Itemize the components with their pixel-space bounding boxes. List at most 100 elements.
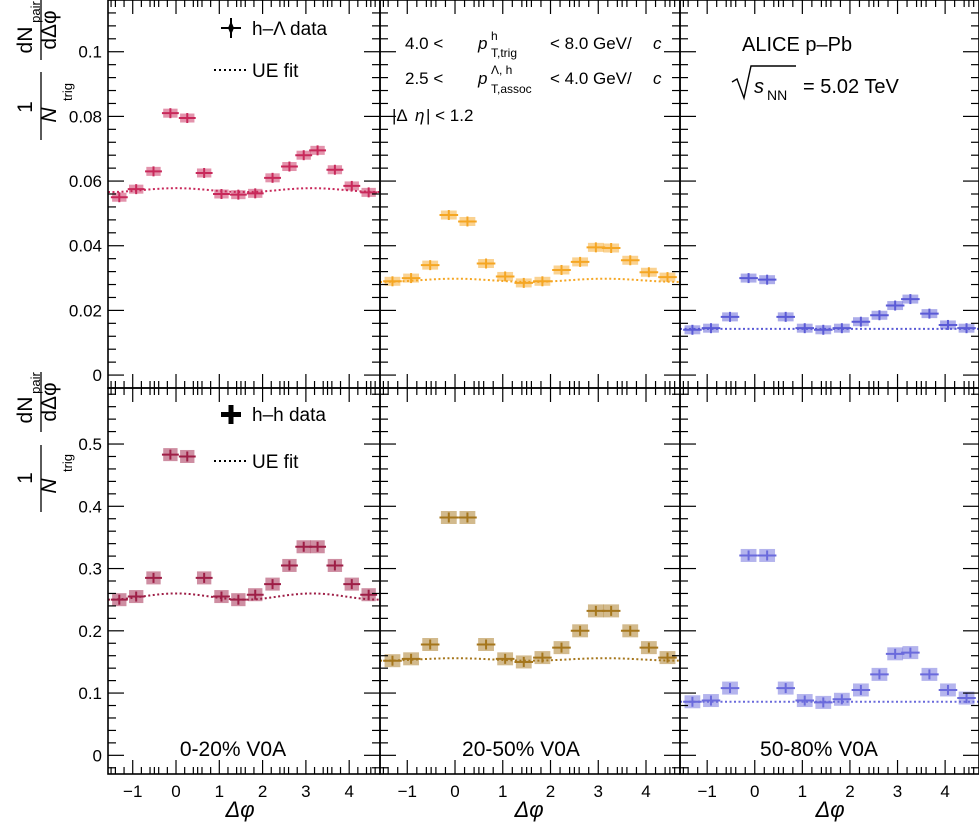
data-point [533,651,552,665]
data-point [145,166,162,177]
data-point [309,145,327,156]
ylabel-top: 1 N trig dN pair dΔφ [14,0,75,140]
y-tick-label: 0.02 [69,301,102,320]
legend-data-marker-top [221,18,241,38]
data-point [720,681,740,695]
data-point [938,319,958,330]
data-point [814,324,833,335]
energy-var: s [754,76,764,98]
data-point [570,256,590,267]
centrality-label-1: 20-50% V0A [462,738,580,761]
data-point [885,300,905,311]
ylabel-frac-den-sub: trig [60,83,75,101]
kin-line1-lo: 4.0 < [405,34,443,53]
data-point [280,558,298,572]
kin-line1-sub: T,trig [491,46,517,60]
data-point [832,692,852,706]
data-point [383,654,402,668]
data-point [195,167,213,178]
data-point [938,683,958,697]
y-tick-label: 0.5 [78,435,102,454]
data-point [683,324,702,335]
x-tick-label: 1 [798,782,807,801]
sqrt-sign [731,65,796,101]
x-tick-label: 4 [344,782,353,801]
ylabel-num-sub: pair [28,0,43,22]
panel-bottom-2: −1 0 1 2 3 4 [680,548,979,801]
x-tick-label: 3 [893,782,902,801]
x-tick-label: 4 [641,782,650,801]
data-point [870,310,889,321]
data-point [495,271,515,282]
x-tick-label: 0 [171,782,180,801]
centrality-label-0: 0-20% V0A [180,738,286,761]
legend-top: h–Λ data UE fit [214,18,327,82]
ylabel-num-sub-b: pair [28,371,43,393]
data-point [920,667,939,681]
y-tick-label: 0.1 [78,43,102,62]
data-point [178,449,196,463]
ylabel-frac-num-b: 1 [14,472,37,484]
legend-bottom: h–h data UE fit [214,405,326,473]
data-point [401,652,421,666]
kin-line1-sup: h [491,29,498,43]
data-point [701,694,721,708]
data-point [639,641,659,655]
kin-line2-sup: Λ, h [491,63,512,77]
xlabel-0: Δφ [224,797,254,822]
data-point [851,316,871,327]
data-point [145,571,162,585]
x-tick-label: −1 [398,782,417,801]
x-tick-label: 3 [594,782,603,801]
legend-data-label-bottom: h–h data [252,405,326,426]
data-point [552,264,571,275]
energy-sub: NN [767,87,787,103]
kin-line1-var: p [477,34,487,53]
data-point [295,150,313,161]
y-tick-label: 0.4 [78,497,102,516]
kin-line1-unit: c [653,34,662,53]
data-point [476,258,496,269]
data-point [458,216,477,227]
data-point [280,161,298,172]
data-point [383,276,402,287]
data-point [326,558,344,572]
y-tick-label: 0.06 [69,172,102,191]
x-tick-label: 2 [258,782,267,801]
data-point [514,277,534,288]
x-tick-label: 1 [498,782,507,801]
data-point [229,189,247,200]
kin-line2-sub: T,assoc [491,82,532,96]
kin-line3-pre: |Δ [392,106,408,125]
data-point [570,624,590,638]
data-point [420,638,440,651]
energy-val: = 5.02 TeV [803,76,899,98]
data-point [552,641,571,655]
data-point [127,184,145,195]
x-tick-label: 3 [301,782,310,801]
data-point [495,652,515,666]
ylabel-num: dN [14,27,37,54]
data-point [213,189,230,199]
data-point [401,273,421,284]
y-tick-label: 0.08 [69,107,102,126]
kin-line2-unit: c [653,69,662,88]
data-point [620,624,640,638]
y-tick-label: 0.04 [69,237,102,256]
kin-line2-lo: 2.5 < [405,69,443,88]
data-point [309,540,327,554]
data-point [795,694,815,708]
data-point [246,588,264,602]
kin-line1-hi: < 8.0 GeV/ [550,34,632,53]
experiment-label: ALICE p–Pb s NN = 5.02 TeV [731,34,899,103]
kin-line2-var: p [477,69,487,88]
experiment-name: ALICE p–Pb [742,34,852,56]
data-point [739,548,758,562]
data-point [795,323,815,334]
data-point [514,655,534,669]
data-point [920,308,939,319]
ylabel-frac-num: 1 [14,101,37,113]
x-tick-label: 2 [546,782,555,801]
data-point [851,683,871,697]
